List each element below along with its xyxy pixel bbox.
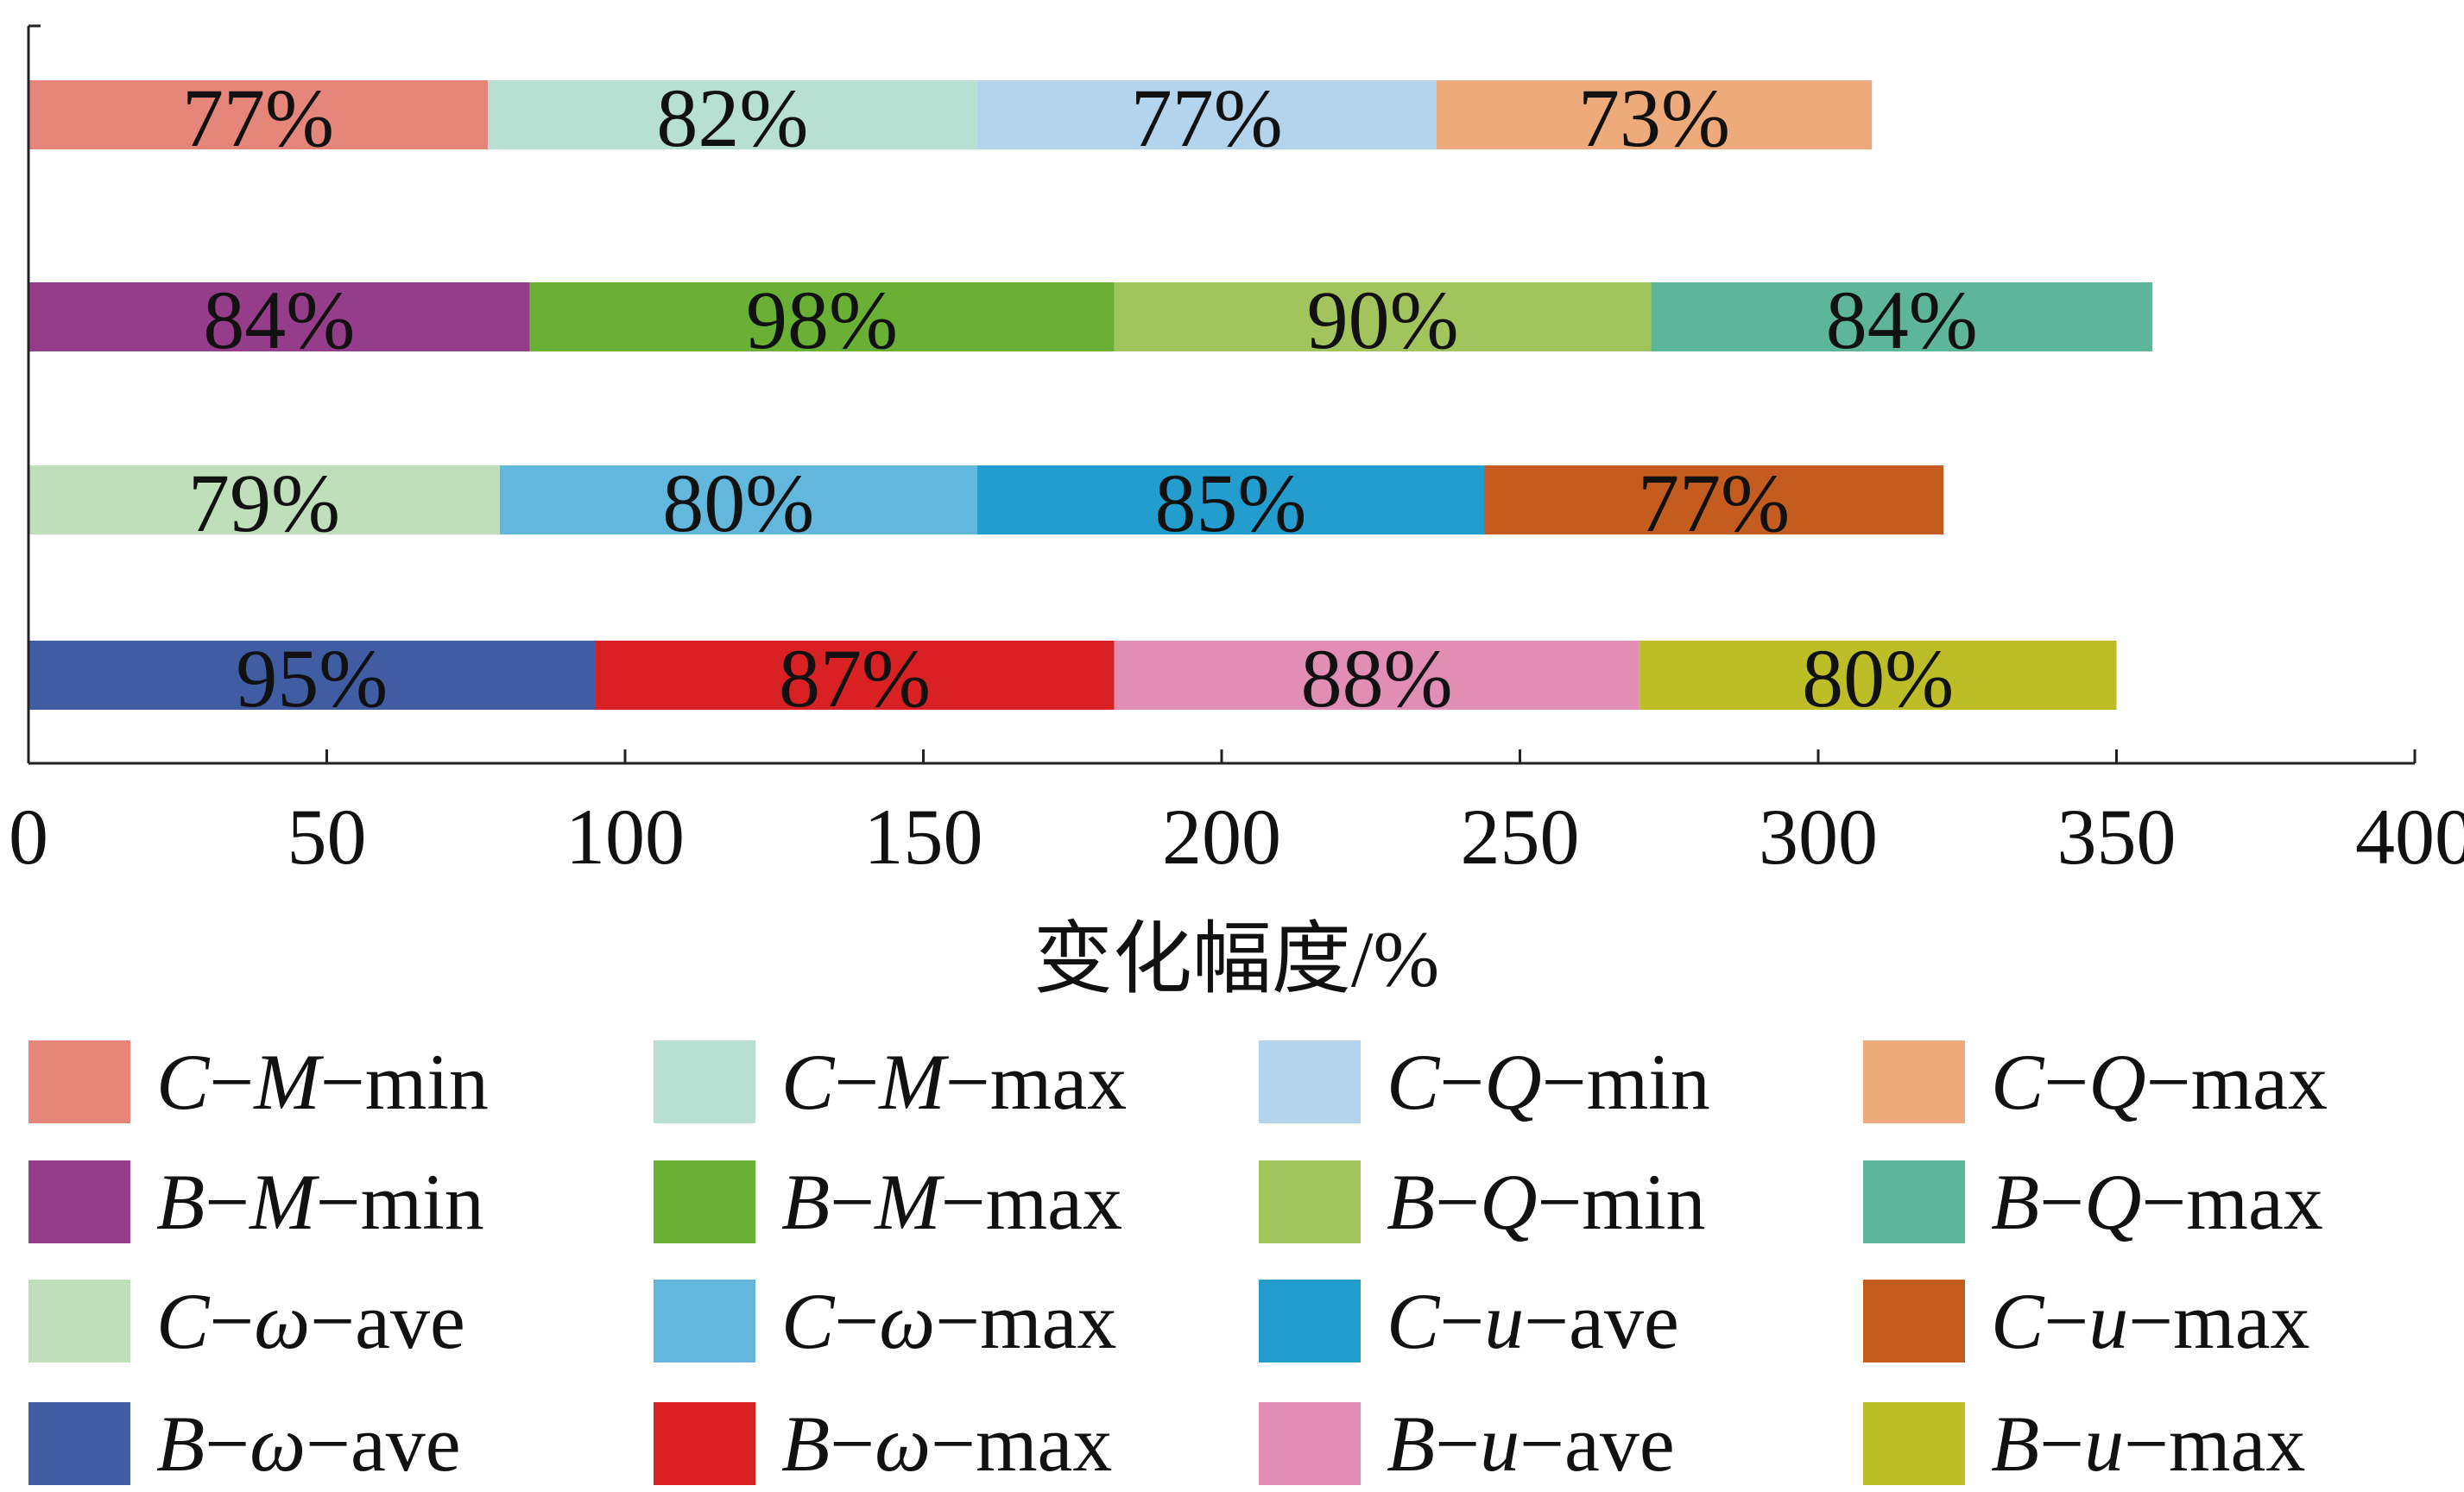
bar-segment-r2-s2 <box>529 282 1115 351</box>
bar-segment-r2-s3 <box>1114 282 1652 351</box>
bar-segment-r4-s1 <box>28 641 596 710</box>
x-tick-label-250: 250 <box>1461 793 1580 881</box>
bar-label-r3-s1: 79% <box>188 457 340 549</box>
bar-segment-r4-s4 <box>1639 641 2117 710</box>
bar-segment-r1-s4 <box>1436 80 1873 149</box>
x-axis-label: 变化幅度/% <box>1033 915 1439 1003</box>
bar-label-r3-s2: 80% <box>662 457 814 549</box>
x-tick-label-50: 50 <box>287 793 367 881</box>
x-tick-label-200: 200 <box>1162 793 1281 881</box>
x-tick-label-300: 300 <box>1759 793 1878 881</box>
bars-group: 77% 82% 77% 73% 84% 98% 90% 84% 79% 80% 85% 77% 95% 8… <box>28 72 2152 724</box>
bar-label-r1-s2: 82% <box>656 72 808 164</box>
bar-segment-r2-s4 <box>1651 282 2152 351</box>
bar-label-r3-s3: 85% <box>1154 457 1306 549</box>
bar-label-r2-s2: 98% <box>746 274 898 366</box>
bar-label-r1-s4: 73% <box>1578 72 1730 164</box>
x-tick-label-150: 150 <box>864 793 983 881</box>
bar-segment-r1-s2 <box>488 80 977 149</box>
bar-label-r1-s3: 77% <box>1131 72 1283 164</box>
bar-label-r3-s4: 77% <box>1638 457 1790 549</box>
bar-segment-r3-s2 <box>499 465 977 534</box>
bar-label-r4-s3: 88% <box>1301 632 1453 724</box>
bar-segment-r1-s1 <box>28 80 489 149</box>
bar-segment-r4-s2 <box>595 641 1115 710</box>
bar-label-r4-s1: 95% <box>236 632 388 724</box>
bar-segment-r3-s4 <box>1484 465 1944 534</box>
bar-segment-r3-s1 <box>28 465 500 534</box>
bar-segment-r2-s1 <box>28 282 530 351</box>
x-tick-label-0: 0 <box>9 793 48 881</box>
bar-label-r2-s4: 84% <box>1826 274 1978 366</box>
x-tick-label-350: 350 <box>2057 793 2177 881</box>
bar-label-r1-s1: 77% <box>182 72 334 164</box>
bar-segment-r1-s3 <box>976 80 1437 149</box>
bar-segment-r4-s3 <box>1114 641 1640 710</box>
x-tick-label-100: 100 <box>565 793 685 881</box>
bar-label-r4-s2: 87% <box>779 632 931 724</box>
bar-label-r2-s1: 84% <box>203 274 355 366</box>
axes-group: 0 50 100 150 200 250 300 350 400 <box>9 24 2464 881</box>
x-tick-label-400: 400 <box>2355 793 2464 881</box>
bar-label-r2-s3: 90% <box>1307 274 1459 366</box>
bar-segment-r3-s3 <box>976 465 1485 534</box>
bar-label-r4-s4: 80% <box>1802 632 1954 724</box>
